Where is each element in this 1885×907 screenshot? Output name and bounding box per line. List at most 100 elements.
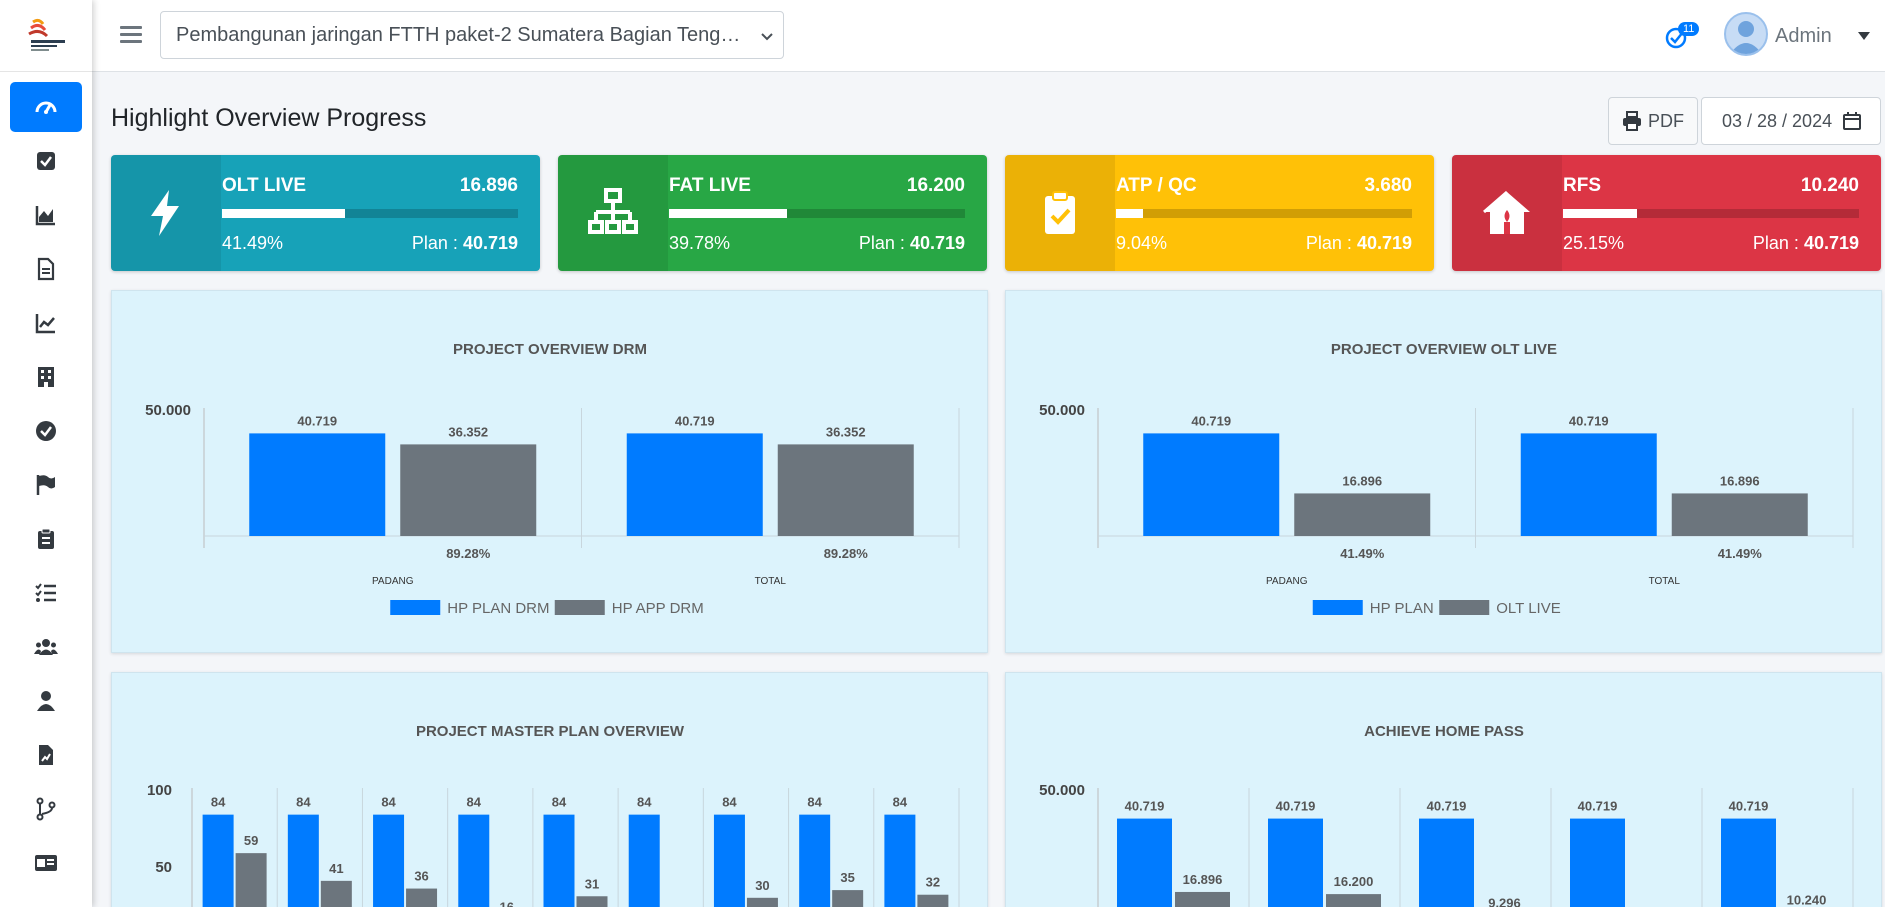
- user-avatar-icon: [1730, 21, 1762, 54]
- sidebar-item-user[interactable]: [10, 676, 82, 726]
- stat-value: 16.200: [906, 175, 965, 196]
- tasks-icon: [35, 583, 56, 602]
- bar[interactable]: [1175, 891, 1230, 907]
- data-label: 40.719: [1427, 799, 1467, 814]
- stat-icon-box: [111, 155, 221, 271]
- stat-plan-value: 40.719: [909, 233, 965, 253]
- branch-icon: [36, 797, 56, 821]
- bar[interactable]: [777, 444, 914, 536]
- bar[interactable]: [373, 814, 405, 907]
- sidebar-item-clipboard[interactable]: [10, 514, 82, 564]
- id-card-icon: [35, 855, 57, 871]
- bar[interactable]: [1268, 818, 1323, 907]
- top-navbar: Pembangunan jaringan FTTH paket-2 Sumate…: [92, 0, 1885, 72]
- task-check-icon[interactable]: [1663, 24, 1689, 50]
- y-tick-label: 50.000: [1039, 402, 1085, 419]
- user-name[interactable]: Admin: [1775, 25, 1832, 47]
- data-label: 35: [840, 870, 854, 885]
- percent-label: 41.49%: [1718, 546, 1763, 561]
- company-logo[interactable]: [0, 0, 92, 72]
- sidebar-item-users[interactable]: [10, 622, 82, 672]
- bar[interactable]: [1294, 493, 1431, 536]
- data-label: 40.719: [1276, 799, 1316, 814]
- pdf-export-button[interactable]: PDF: [1608, 97, 1698, 145]
- sidebar-item-checkbox[interactable]: [10, 136, 82, 186]
- bar[interactable]: [320, 880, 352, 907]
- bar[interactable]: [626, 433, 763, 536]
- stat-card-atp-qc[interactable]: ATP / QC 3.680 9.04% Plan : 40.719: [1005, 155, 1434, 271]
- bar[interactable]: [746, 897, 778, 907]
- sidebar-item-area-chart[interactable]: [10, 190, 82, 240]
- data-label: 84: [296, 795, 311, 810]
- bar[interactable]: [799, 814, 831, 907]
- calendar-icon[interactable]: [1842, 111, 1862, 131]
- bar[interactable]: [628, 814, 660, 907]
- sidebar-item-tasks[interactable]: [10, 568, 82, 618]
- menu-toggle-icon[interactable]: [120, 26, 142, 44]
- bar[interactable]: [1117, 818, 1172, 907]
- bar[interactable]: [713, 814, 745, 907]
- sidebar-item-id-card[interactable]: [10, 838, 82, 888]
- data-label: 84: [807, 795, 822, 810]
- bar[interactable]: [287, 814, 319, 907]
- bar[interactable]: [917, 894, 949, 907]
- sidebar-item-flag[interactable]: [10, 460, 82, 510]
- chart-title: PROJECT MASTER PLAN OVERVIEW: [416, 723, 685, 740]
- sidebar-item-building[interactable]: [10, 352, 82, 402]
- stat-plan-label: Plan :: [1305, 233, 1357, 253]
- stat-icon-box: [1452, 155, 1562, 271]
- stat-icon-box: [1005, 155, 1115, 271]
- sidebar-item-dashboard[interactable]: [10, 82, 82, 132]
- bar[interactable]: [1326, 894, 1381, 907]
- bar[interactable]: [1419, 818, 1474, 907]
- bar[interactable]: [832, 890, 864, 907]
- stat-plan-label: Plan :: [411, 233, 463, 253]
- project-select[interactable]: Pembangunan jaringan FTTH paket-2 Sumate…: [160, 11, 784, 59]
- date-input[interactable]: 03 / 28 / 2024: [1701, 97, 1881, 145]
- house-icon: [1483, 190, 1530, 234]
- stat-card-fat-live[interactable]: FAT LIVE 16.200 39.78% Plan : 40.719: [558, 155, 987, 271]
- file-icon: [37, 257, 55, 281]
- file-chart-icon: [39, 745, 53, 765]
- bar[interactable]: [1143, 433, 1280, 536]
- y-tick-label: 50.000: [145, 402, 191, 419]
- stat-plan-value: 40.719: [1803, 233, 1859, 253]
- bar[interactable]: [400, 444, 537, 536]
- percent-label: 41.49%: [1340, 546, 1385, 561]
- caret-down-icon[interactable]: [1858, 31, 1870, 41]
- bar[interactable]: [1671, 493, 1808, 536]
- bar[interactable]: [249, 433, 386, 536]
- sidebar-item-file-chart[interactable]: [10, 730, 82, 780]
- stat-plan: Plan : 40.719: [859, 233, 965, 254]
- stat-card-olt-live[interactable]: OLT LIVE 16.896 41.49% Plan : 40.719: [111, 155, 540, 271]
- stat-progress-bar: [1563, 209, 1859, 218]
- sidebar-item-check-circle[interactable]: [10, 406, 82, 456]
- sidebar-item-file[interactable]: [10, 244, 82, 294]
- bar[interactable]: [458, 814, 490, 907]
- bar[interactable]: [576, 896, 608, 907]
- stat-progress-fill: [222, 209, 345, 218]
- avatar[interactable]: [1724, 12, 1768, 56]
- bar[interactable]: [1721, 818, 1776, 907]
- sidebar-item-line-chart[interactable]: [10, 298, 82, 348]
- dashboard-icon: [35, 101, 57, 114]
- bar[interactable]: [543, 814, 575, 907]
- stat-progress-bar: [222, 209, 518, 218]
- bar[interactable]: [202, 814, 234, 907]
- data-label: 16.200: [1334, 874, 1374, 889]
- bar[interactable]: [1570, 818, 1625, 907]
- bar[interactable]: [235, 853, 267, 907]
- bar[interactable]: [1520, 433, 1657, 536]
- stat-value: 16.896: [459, 175, 518, 196]
- data-label: 40.719: [1191, 413, 1231, 428]
- bar[interactable]: [884, 814, 916, 907]
- stat-icon-box: [558, 155, 668, 271]
- stat-card-rfs[interactable]: RFS 10.240 25.15% Plan : 40.719: [1452, 155, 1881, 271]
- network-icon: [588, 188, 638, 234]
- data-label: 84: [467, 795, 482, 810]
- sidebar-item-branch[interactable]: [10, 784, 82, 834]
- chart-panel-master-plan: PROJECT MASTER PLAN OVERVIEW 100 50 84 59 84 4…: [111, 672, 988, 907]
- stat-percent: 25.15%: [1563, 233, 1625, 253]
- chart-panel-drm: PROJECT OVERVIEW DRM 50.000 40.719 36.352 89…: [111, 290, 988, 653]
- bar[interactable]: [406, 888, 438, 907]
